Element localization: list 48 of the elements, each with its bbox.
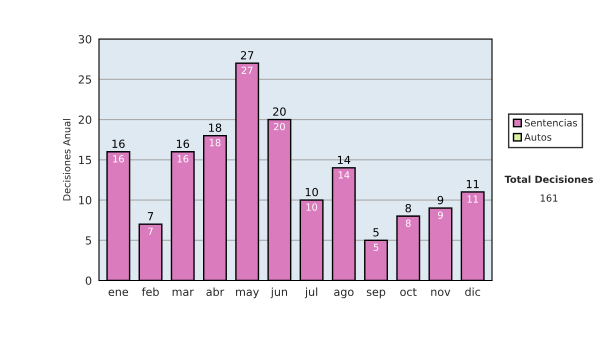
x-tick-label: jun (270, 287, 288, 298)
data-label: 7 (148, 228, 153, 235)
total-label: 20 (273, 107, 286, 116)
x-tick-label: oct (400, 288, 417, 296)
x-tick-label: abr (206, 287, 224, 296)
total-label: 8 (405, 204, 412, 212)
x-tick-label: mar (172, 290, 194, 296)
y-tick-label: 0 (86, 276, 92, 285)
total-label: 7 (148, 212, 154, 220)
y-tick-label: 30 (78, 35, 92, 44)
data-label: 16 (178, 155, 188, 162)
total-label: 9 (438, 196, 444, 204)
text: Total Decisiones (504, 175, 593, 184)
total-label: 10 (306, 188, 318, 196)
total-label: 16 (112, 140, 125, 148)
data-label: 14 (338, 171, 350, 178)
x-tick-label: sep (366, 290, 386, 298)
y-tick-label: 10 (79, 196, 92, 204)
total-label: 5 (373, 228, 379, 237)
total-label: 27 (240, 51, 254, 60)
data-label: 16 (113, 155, 124, 162)
legend-label: Autos (524, 134, 552, 141)
data-label: 18 (210, 139, 220, 146)
x-tick-label: feb (142, 287, 159, 296)
data-label: 20 (274, 122, 285, 130)
legend-label: Sentencias (524, 118, 578, 127)
data-label: 5 (374, 244, 378, 252)
total-label: 14 (338, 156, 350, 164)
y-tick-label: 25 (78, 75, 92, 84)
y-axis-title: Decisiones Anual (62, 119, 70, 200)
x-tick-label: may (236, 290, 259, 298)
data-label: 9 (438, 211, 443, 219)
text: 161 (540, 194, 558, 202)
x-tick-label: ago (334, 290, 354, 298)
data-label: 27 (242, 66, 253, 74)
x-tick-label: ene (108, 290, 128, 296)
data-label: 11 (468, 196, 478, 203)
x-tick-label: jul (304, 287, 318, 298)
total-label: 18 (209, 123, 222, 132)
x-tick-label: dic (465, 287, 480, 296)
data-label: 10 (306, 203, 318, 211)
y-tick-label: 20 (78, 116, 92, 124)
data-label: 8 (406, 220, 411, 227)
total-label: 16 (176, 140, 190, 148)
y-tick-label: 15 (79, 156, 92, 164)
y-tick-label: 5 (86, 236, 92, 245)
x-tick-label: nov (431, 290, 450, 296)
total-label: 11 (466, 180, 479, 188)
